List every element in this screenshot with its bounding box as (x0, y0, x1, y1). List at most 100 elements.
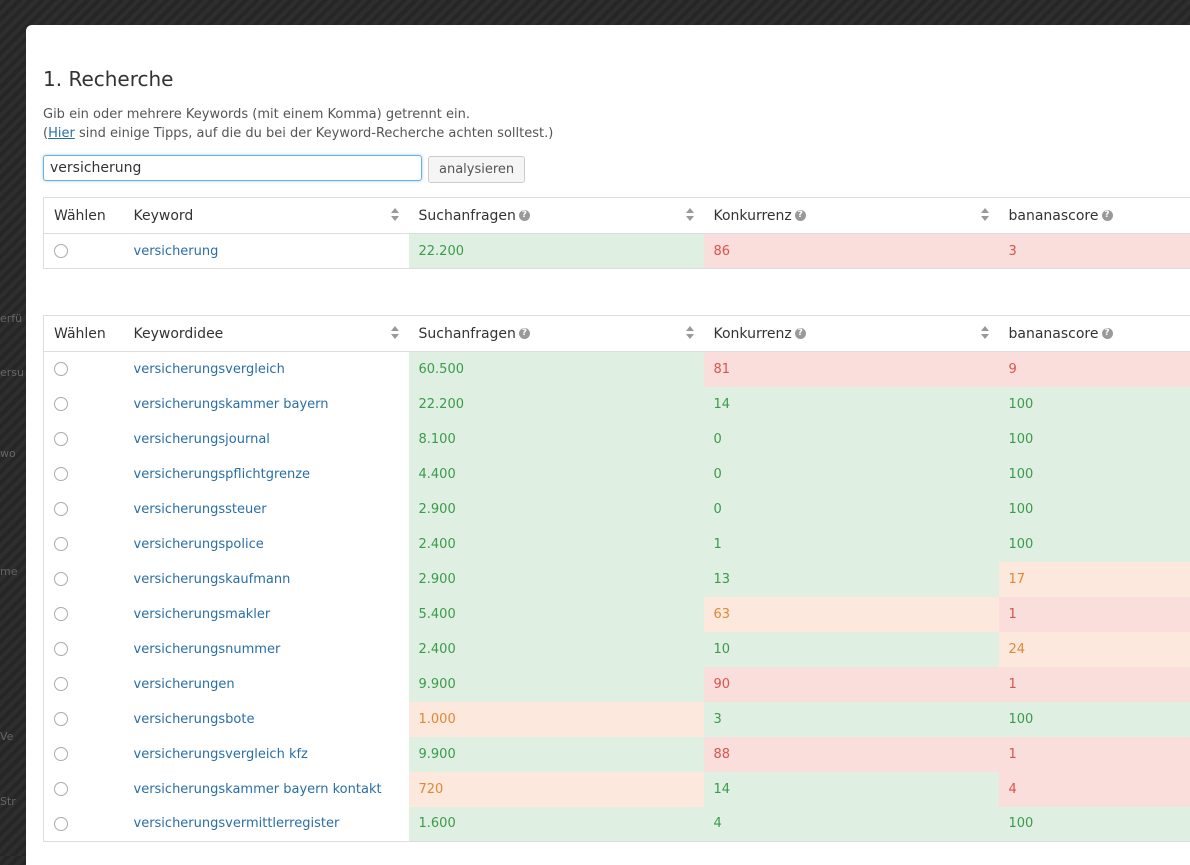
keyword-link[interactable]: versicherungssteuer (134, 502, 267, 517)
radio-button[interactable] (54, 712, 68, 726)
radio-button[interactable] (54, 362, 68, 376)
header-score-label: bananascore (1009, 326, 1099, 342)
radio-button[interactable] (54, 642, 68, 656)
header-score[interactable]: bananascore? (999, 316, 1190, 352)
keyword-cell: versicherungssteuer (124, 492, 409, 527)
searches-cell: 22.200 (409, 234, 704, 269)
keyword-link[interactable]: versicherungsjournal (134, 432, 270, 447)
radio-button[interactable] (54, 432, 68, 446)
keyword-cell: versicherungen (124, 667, 409, 702)
question-circle-icon[interactable]: ? (519, 328, 530, 339)
keyword-cell: versicherungsvergleich (124, 352, 409, 387)
radio-button[interactable] (54, 572, 68, 586)
keyword-cell: versicherung (124, 234, 409, 269)
score-cell: 100 (999, 527, 1190, 562)
searches-cell: 60.500 (409, 352, 704, 387)
sort-arrows-icon[interactable] (981, 208, 989, 222)
keyword-cell: versicherungsjournal (124, 422, 409, 457)
select-cell (44, 457, 124, 492)
sort-arrows-icon[interactable] (686, 208, 694, 222)
radio-button[interactable] (54, 817, 68, 831)
bg-text-fragment: Ve (0, 730, 13, 743)
header-searches-label: Suchanfragen (419, 326, 516, 342)
radio-button[interactable] (54, 607, 68, 621)
keyword-link[interactable]: versicherungsvergleich kfz (134, 747, 308, 762)
radio-button[interactable] (54, 397, 68, 411)
select-cell (44, 632, 124, 667)
sort-arrows-icon[interactable] (391, 208, 399, 222)
keyword-link[interactable]: versicherungen (134, 677, 235, 692)
searches-cell: 22.200 (409, 387, 704, 422)
question-circle-icon[interactable]: ? (519, 210, 530, 221)
keyword-link[interactable]: versicherungsvergleich (134, 362, 285, 377)
keyword-search-input[interactable] (43, 155, 422, 181)
keyword-link[interactable]: versicherungsbote (134, 712, 255, 727)
radio-button[interactable] (54, 467, 68, 481)
keyword-cell: versicherungsvergleich kfz (124, 737, 409, 772)
searches-cell: 2.900 (409, 492, 704, 527)
sort-arrows-icon[interactable] (686, 326, 694, 340)
sort-arrows-icon[interactable] (981, 326, 989, 340)
keyword-link[interactable]: versicherungskammer bayern kontakt (134, 782, 382, 797)
header-competition[interactable]: Konkurrenz? (704, 316, 999, 352)
header-searches[interactable]: Suchanfragen? (409, 198, 704, 234)
question-circle-icon[interactable]: ? (795, 328, 806, 339)
radio-button[interactable] (54, 677, 68, 691)
keyword-cell: versicherungsvermittlerregister (124, 807, 409, 842)
radio-button[interactable] (54, 502, 68, 516)
question-circle-icon[interactable]: ? (1102, 210, 1113, 221)
header-score[interactable]: bananascore? (999, 198, 1190, 234)
header-score-label: bananascore (1009, 208, 1099, 224)
score-cell: 1 (999, 667, 1190, 702)
header-keyword[interactable]: Keyword (124, 198, 409, 234)
question-circle-icon[interactable]: ? (1102, 328, 1113, 339)
bg-text-fragment: wo (0, 447, 16, 460)
keyword-cell: versicherungskammer bayern kontakt (124, 772, 409, 807)
keyword-link[interactable]: versicherungsnummer (134, 642, 281, 657)
sort-arrows-icon[interactable] (391, 326, 399, 340)
select-cell (44, 234, 124, 269)
header-select: Wählen (44, 198, 124, 234)
keyword-cell: versicherungsbote (124, 702, 409, 737)
keyword-link[interactable]: versicherungsvermittlerregister (134, 816, 340, 831)
keyword-link[interactable]: versicherungskaufmann (134, 572, 291, 587)
select-cell (44, 492, 124, 527)
keyword-link[interactable]: versicherungspolice (134, 537, 264, 552)
analyze-button[interactable]: analysieren (428, 156, 525, 183)
radio-button[interactable] (54, 747, 68, 761)
question-circle-icon[interactable]: ? (795, 210, 806, 221)
radio-button[interactable] (54, 244, 68, 258)
header-keyword-idea[interactable]: Keywordidee (124, 316, 409, 352)
radio-button[interactable] (54, 782, 68, 796)
tips-link[interactable]: Hier (48, 126, 75, 141)
keyword-link[interactable]: versicherung (134, 244, 219, 259)
keyword-ideas-table-header: Wählen Keywordidee Suchanfragen? Konkurr… (44, 316, 1190, 352)
select-cell (44, 807, 124, 842)
keyword-link[interactable]: versicherungsmakler (134, 607, 271, 622)
bg-text-fragment: me (0, 565, 17, 578)
keyword-link[interactable]: versicherungskammer bayern (134, 397, 329, 412)
score-cell: 100 (999, 387, 1190, 422)
header-competition[interactable]: Konkurrenz? (704, 198, 999, 234)
keyword-cell: versicherungsnummer (124, 632, 409, 667)
header-searches[interactable]: Suchanfragen? (409, 316, 704, 352)
radio-button[interactable] (54, 537, 68, 551)
keyword-cell: versicherungspolice (124, 527, 409, 562)
keyword-link[interactable]: versicherungspflichtgrenze (134, 467, 311, 482)
select-cell (44, 597, 124, 632)
